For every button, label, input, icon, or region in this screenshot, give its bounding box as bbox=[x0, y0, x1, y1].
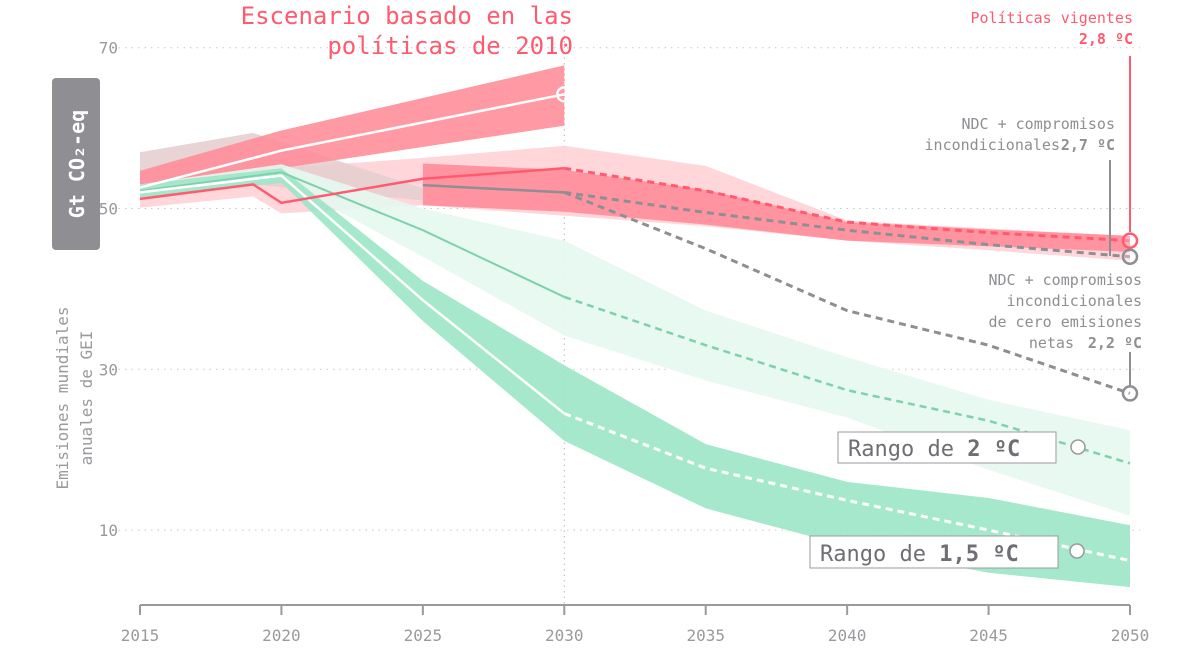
x-tick-label: 2040 bbox=[828, 626, 867, 645]
ndc-uncond-label-1: NDC + compromisos bbox=[961, 115, 1115, 133]
policies-label: Políticas vigentes bbox=[970, 9, 1133, 27]
range-15c-label: Rango de 1,5 ºC bbox=[820, 542, 1019, 567]
range-2c-box bbox=[837, 431, 1057, 464]
ndc-uncond-label-2: incondicionales bbox=[925, 136, 1060, 154]
x-tick-label: 2015 bbox=[121, 626, 160, 645]
x-tick-label: 2025 bbox=[404, 626, 443, 645]
range-1-5c-band bbox=[140, 168, 1130, 588]
ylabel-line-1: Emisiones mundiales bbox=[53, 306, 72, 489]
current-policies-projection-line bbox=[564, 166, 1131, 243]
range-2c-marker bbox=[1070, 439, 1086, 455]
path-1-5c-projection-line bbox=[563, 412, 1131, 563]
policies-temp: 2,8 ºC bbox=[1079, 30, 1133, 48]
y-tick-label: 30 bbox=[99, 360, 118, 379]
range-15c-marker bbox=[1069, 543, 1085, 559]
ndc-nz-label-4: netas bbox=[1029, 334, 1074, 352]
x-tick-label: 2030 bbox=[545, 626, 584, 645]
y-tick-label: 50 bbox=[99, 200, 118, 219]
ndc-unconditional-line bbox=[422, 183, 565, 194]
scenario-2010-line bbox=[139, 93, 565, 189]
ndc-unconditional-end-marker bbox=[1121, 248, 1139, 265]
scenario-2010-range-band bbox=[140, 65, 565, 198]
range-15c-box bbox=[809, 535, 1059, 569]
y-tick-label: 10 bbox=[99, 521, 118, 540]
scenario-2010-title-1: Escenario basado en las bbox=[241, 2, 573, 30]
path-2c-projection-line bbox=[563, 295, 1131, 465]
path-1-5c-line bbox=[139, 174, 566, 415]
ndc-net-zero-end-marker bbox=[1121, 385, 1139, 402]
range-2c-label: Rango de 2 ºC bbox=[848, 437, 1020, 462]
ylabel-unit: Gt CO₂-eq bbox=[65, 110, 89, 218]
range-2c-band bbox=[140, 164, 1130, 516]
x-tick-label: 2050 bbox=[1111, 626, 1150, 645]
scenario-2010-end-marker bbox=[556, 86, 573, 103]
current-policies-line bbox=[139, 167, 565, 205]
ylabel-box bbox=[52, 78, 100, 250]
ndc-nz-label-3: de cero emisiones bbox=[988, 313, 1142, 331]
x-tick-label: 2035 bbox=[686, 626, 725, 645]
path-2c-line bbox=[139, 171, 565, 298]
ylabel-line-2: anuales de GEI bbox=[77, 331, 96, 466]
ndc-nz-label-2: incondicionales bbox=[1007, 292, 1142, 310]
ndc-nz-temp: 2,2 ºC bbox=[1088, 334, 1142, 352]
ndc-nz-label-1: NDC + compromisos bbox=[988, 271, 1142, 289]
scenario-2010-title-2: políticas de 2010 bbox=[327, 32, 573, 60]
ndc-range-band bbox=[422, 163, 1130, 252]
y-tick-label: 70 bbox=[99, 39, 118, 58]
x-tick-label: 2045 bbox=[969, 626, 1008, 645]
x-tick-label: 2020 bbox=[262, 626, 301, 645]
ndc-unconditional-projection-line bbox=[564, 190, 1131, 259]
current-policies-end-marker bbox=[1121, 232, 1139, 249]
ndc-net-zero-projection-line bbox=[563, 191, 1131, 395]
ndc-uncond-temp: 2,7 ºC bbox=[1061, 136, 1115, 154]
